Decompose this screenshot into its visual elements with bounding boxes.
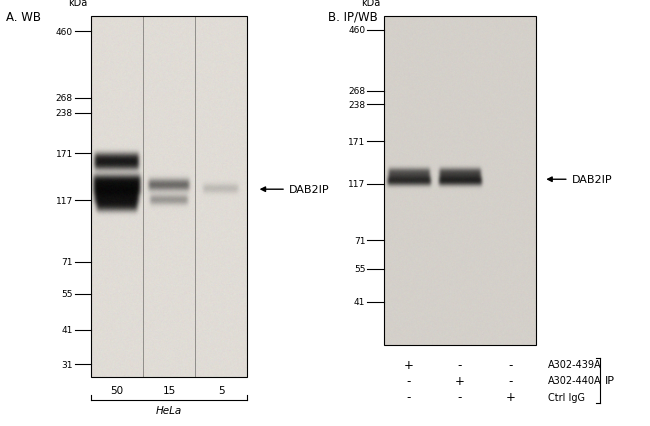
Text: B. IP/WB: B. IP/WB: [328, 11, 378, 23]
Text: 238: 238: [348, 100, 365, 109]
Text: 460: 460: [348, 26, 365, 35]
Text: DAB2IP: DAB2IP: [289, 185, 330, 195]
Text: Ctrl IgG: Ctrl IgG: [548, 391, 585, 402]
Text: 117: 117: [55, 196, 73, 205]
Text: +: +: [404, 358, 414, 371]
Text: A. WB: A. WB: [6, 11, 42, 23]
Text: 268: 268: [56, 94, 73, 103]
Text: -: -: [458, 358, 462, 371]
Text: 41: 41: [62, 325, 73, 334]
Text: 171: 171: [55, 150, 73, 158]
Text: -: -: [508, 358, 513, 371]
Text: 41: 41: [354, 298, 365, 307]
Text: 460: 460: [56, 28, 73, 37]
Text: 71: 71: [61, 258, 73, 267]
Text: 5: 5: [218, 385, 224, 394]
Text: A302-440A: A302-440A: [548, 375, 601, 386]
Text: 268: 268: [348, 87, 365, 96]
Text: DAB2IP: DAB2IP: [572, 175, 612, 185]
Text: 55: 55: [61, 289, 73, 298]
Text: -: -: [458, 390, 462, 403]
Text: -: -: [407, 374, 411, 387]
Text: 15: 15: [162, 385, 176, 394]
Text: 238: 238: [56, 109, 73, 118]
Text: 171: 171: [348, 138, 365, 147]
Text: 50: 50: [111, 385, 124, 394]
Text: 55: 55: [354, 265, 365, 274]
Text: 117: 117: [348, 180, 365, 189]
Text: 31: 31: [61, 360, 73, 369]
Text: +: +: [506, 390, 515, 403]
Text: -: -: [407, 390, 411, 403]
Text: HeLa: HeLa: [156, 405, 182, 414]
Text: -: -: [508, 374, 513, 387]
Text: IP: IP: [605, 375, 615, 386]
Bar: [384, 17, 536, 345]
Text: A302-439A: A302-439A: [548, 359, 601, 369]
Text: 71: 71: [354, 236, 365, 245]
Text: kDa: kDa: [361, 0, 380, 8]
Bar: [91, 17, 247, 377]
Text: kDa: kDa: [68, 0, 88, 8]
Text: +: +: [455, 374, 465, 387]
